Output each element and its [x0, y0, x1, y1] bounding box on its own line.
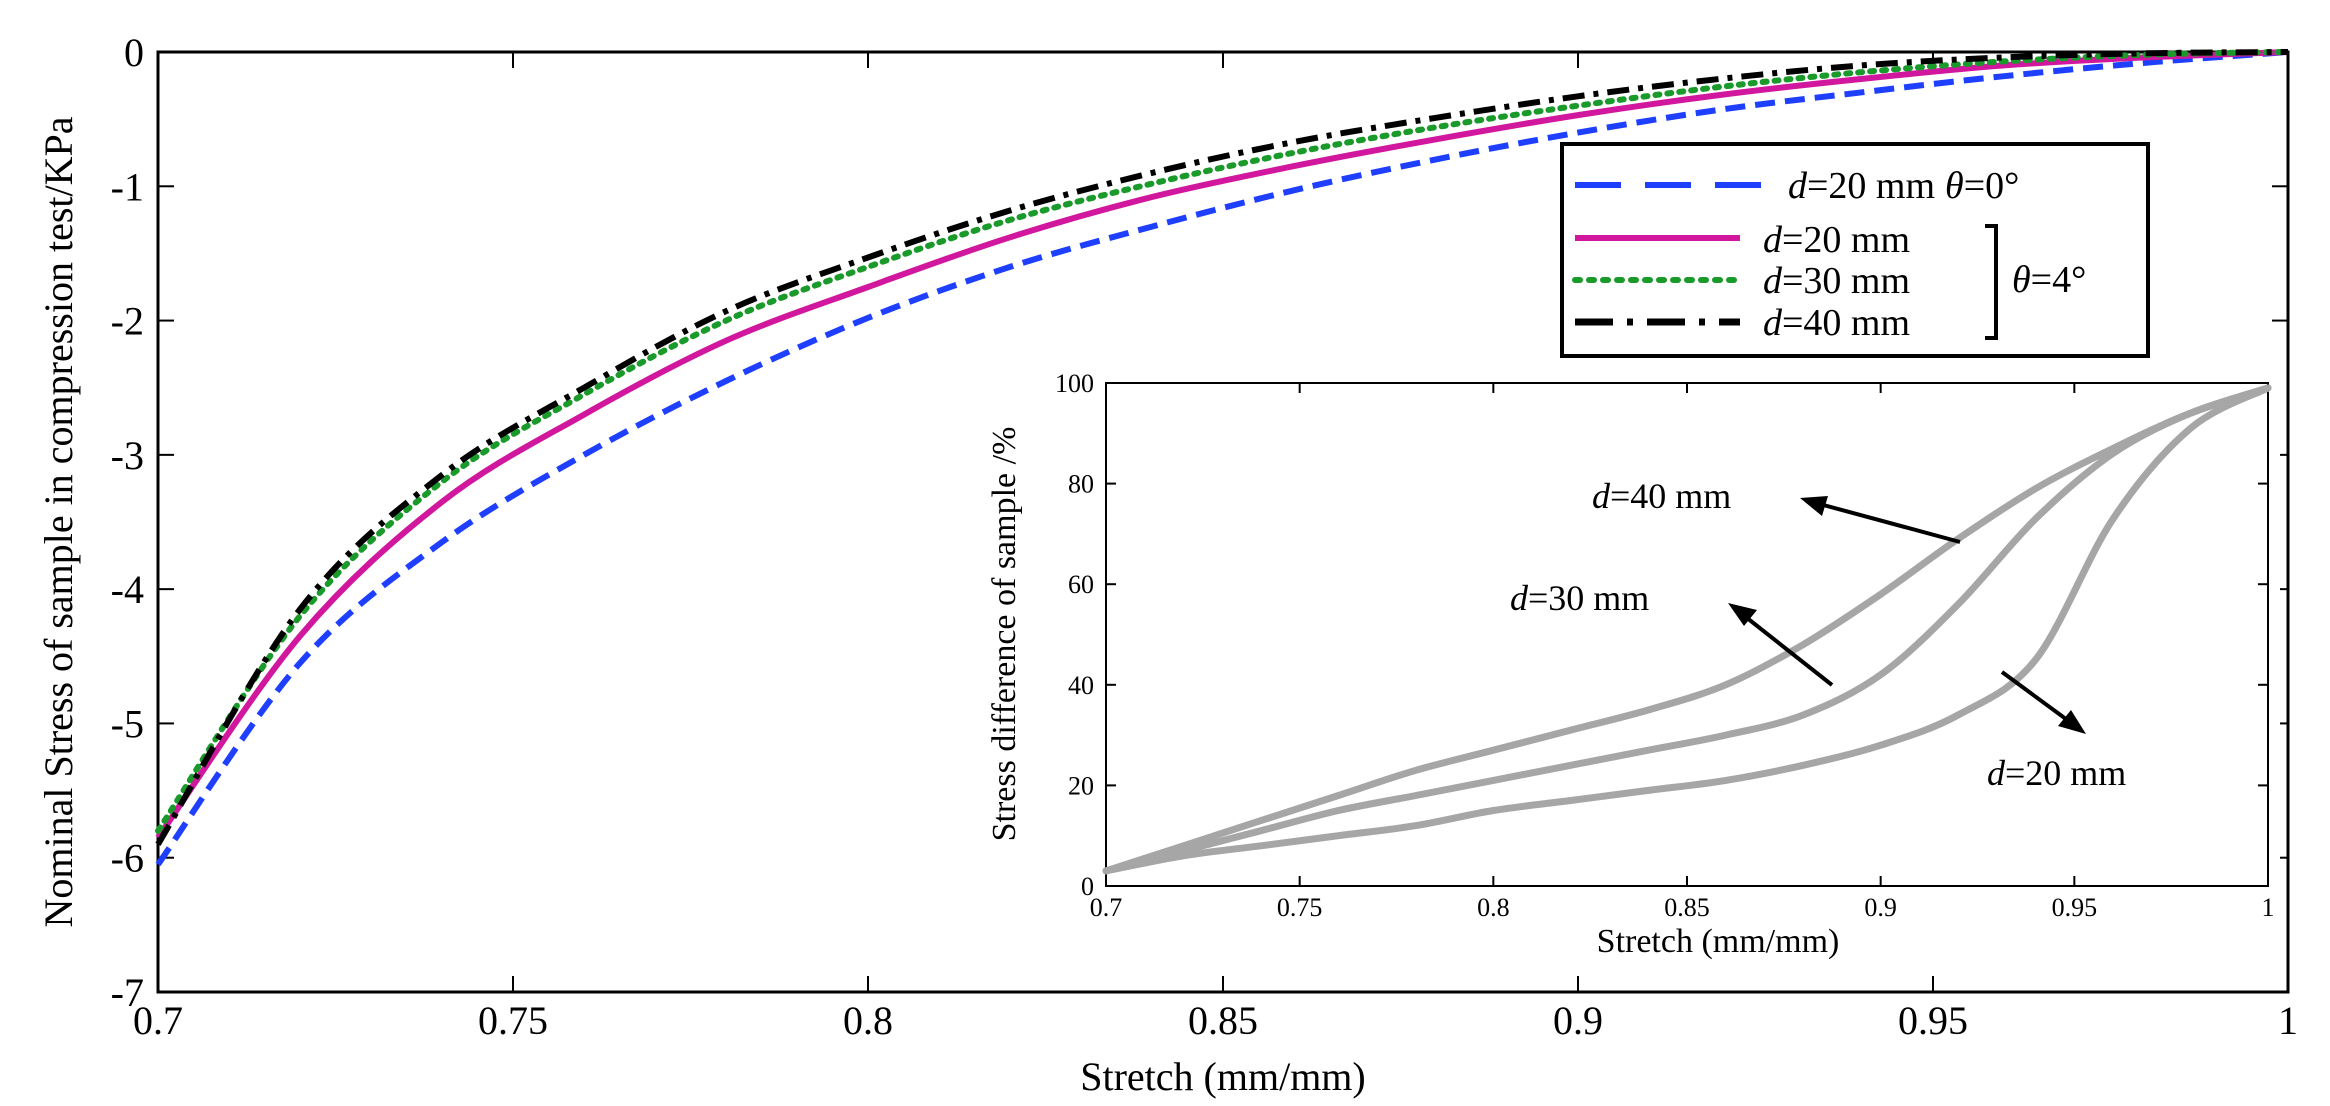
legend-group-bracket [1985, 224, 1998, 340]
legend-label-1-text: =20 mm [1782, 219, 1910, 261]
legend: d=20 mm θ=0° d=20 mm d=30 mm d=40 mm θ=4° [1560, 142, 2150, 358]
main-series-line-0 [155, 49, 2289, 867]
inset-ytick-label: 80 [1068, 470, 1094, 499]
inset-annotation-40: d=40 mm [1592, 476, 1961, 544]
main-x-axis-title: Stretch (mm/mm) [1080, 1054, 1366, 1099]
legend-label-2-d: d [1763, 260, 1783, 302]
main-ytick-label: -4 [111, 567, 144, 612]
legend-label-1: d=20 mm [1763, 219, 1910, 261]
legend-group-theta-label: θ=4° [2012, 259, 2086, 301]
inset-y-axis-title: Stress difference of sample /% [986, 427, 1023, 842]
legend-label-0: d=20 mm θ=0° [1788, 165, 2019, 207]
inset-annotation-20-arrowhead [2058, 710, 2086, 734]
inset-series-line-2 [1102, 384, 2272, 875]
inset-annotation-40-text: =40 mm [1610, 476, 1731, 516]
inset-xtick-label: 0.95 [2052, 893, 2098, 922]
main-xtick-label: 0.75 [478, 998, 548, 1043]
legend-group-theta-text: =4° [2031, 259, 2087, 301]
main-series-line-2 [155, 49, 2291, 834]
main-ytick-label: -2 [111, 299, 144, 344]
legend-label-0-theta-text: =0° [1964, 165, 2020, 207]
legend-label-3: d=40 mm [1763, 302, 1910, 344]
inset-series-line-1 [1102, 384, 2272, 875]
legend-group-theta-symbol: θ [2012, 259, 2031, 301]
inset-xtick-label: 0.8 [1477, 893, 1510, 922]
inset-annotation-30-label: d=30 mm [1510, 578, 1649, 618]
inset-ytick-label: 100 [1055, 369, 1094, 398]
inset-xtick-label: 0.75 [1277, 893, 1323, 922]
inset-series-line-0 [1102, 384, 2272, 875]
inset-annotation-40-arrow [1815, 501, 1961, 544]
inset-ytick-label: 20 [1068, 771, 1094, 800]
legend-label-0-theta: θ [1945, 165, 1964, 207]
main-xtick-label: 0.95 [1898, 998, 1968, 1043]
main-ytick-label: -1 [111, 164, 144, 209]
main-xtick-label: 0.85 [1188, 998, 1258, 1043]
inset-annotation-40-arrowhead [1800, 496, 1828, 516]
inset-annotation-20: d=20 mm [1987, 670, 2126, 793]
main-series-line-1 [155, 49, 2289, 840]
main-xtick-label: 0.7 [133, 998, 183, 1043]
inset-x-axis-title: Stretch (mm/mm) [1597, 923, 1840, 960]
inset-xtick-label: 0.9 [1864, 893, 1897, 922]
inset-xtick-label: 1 [2262, 893, 2275, 922]
inset-annotation-20-text: =20 mm [2005, 753, 2126, 793]
inset-xtick-label: 0.7 [1090, 893, 1123, 922]
inset-annotation-20-arrow [2000, 670, 2072, 724]
main-ytick-label: 0 [124, 30, 144, 75]
main-ytick-label: -3 [111, 433, 144, 478]
inset-annotation-20-label: d=20 mm [1987, 753, 2126, 793]
inset-ytick-label: 0 [1081, 872, 1094, 901]
legend-label-0-text: =20 mm [1807, 165, 1935, 207]
inset-annotation-30: d=30 mm [1510, 578, 1834, 687]
inset-ytick-label: 40 [1068, 671, 1094, 700]
main-ytick-label: -7 [111, 970, 144, 1015]
inset-chart: 0.7 0.75 0.8 0.85 0.9 0.95 1 0 20 40 60 80 100 Stre… [968, 362, 2280, 972]
legend-label-2: d=30 mm [1763, 260, 1910, 302]
inset-annotation-20-d: d [1987, 753, 2006, 793]
inset-annotation-40-d: d [1592, 476, 1611, 516]
legend-label-2-text: =30 mm [1782, 260, 1910, 302]
inset-xtick-label: 0.85 [1664, 893, 1710, 922]
main-xtick-label: 1 [2278, 998, 2298, 1043]
main-y-axis-title: Nominal Stress of sample in compression … [36, 116, 81, 927]
legend-label-3-text: =40 mm [1782, 302, 1910, 344]
inset-annotation-30-d: d [1510, 578, 1529, 618]
main-xtick-label: 0.8 [843, 998, 893, 1043]
legend-label-1-d: d [1763, 219, 1783, 261]
inset-annotation-30-arrowhead [1728, 603, 1757, 626]
legend-label-0-d: d [1788, 165, 1808, 207]
main-ytick-label: -6 [111, 836, 144, 881]
main-xtick-label: 0.9 [1553, 998, 1603, 1043]
inset-annotation-30-arrow [1740, 612, 1834, 687]
inset-annotation-30-text: =30 mm [1528, 578, 1649, 618]
inset-annotation-40-label: d=40 mm [1592, 476, 1731, 516]
main-ytick-label: -5 [111, 701, 144, 746]
inset-ytick-label: 60 [1068, 570, 1094, 599]
legend-label-3-d: d [1763, 302, 1783, 344]
